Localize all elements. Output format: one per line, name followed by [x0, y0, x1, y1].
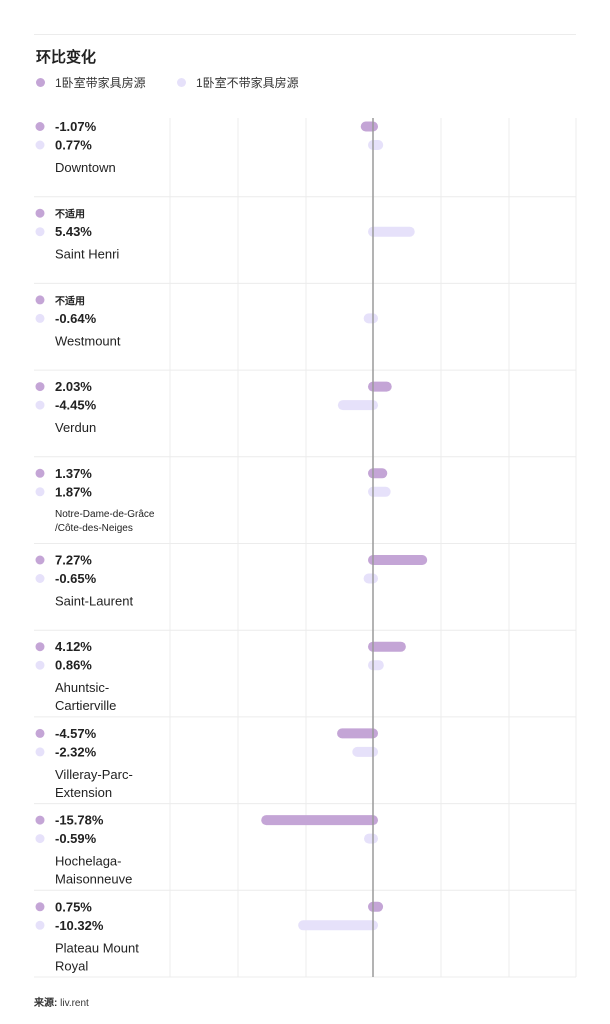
value-label: -10.32% [55, 918, 104, 933]
series-dot [35, 728, 45, 738]
data-bar [352, 746, 378, 757]
value-label: -2.32% [55, 744, 97, 759]
value-label: -1.07% [55, 119, 97, 134]
data-bar [337, 728, 378, 739]
category-label: Cartierville [55, 698, 116, 713]
value-label: -15.78% [55, 813, 104, 828]
value-label: -0.64% [55, 311, 97, 326]
series-dot [35, 295, 45, 305]
category-label: Saint-Laurent [55, 594, 133, 609]
legend-dot-unfurnished [177, 78, 186, 87]
value-label: 5.43% [55, 224, 92, 239]
series-dot [35, 122, 45, 131]
data-bar [368, 381, 392, 392]
series-dot [35, 208, 45, 218]
source-label: 来源: [34, 998, 58, 1009]
value-label: -4.45% [55, 398, 97, 413]
data-bar [368, 555, 428, 565]
value-label: 0.75% [55, 899, 92, 914]
series-dot [35, 920, 45, 930]
top-divider [34, 34, 576, 35]
data-bar [368, 486, 391, 497]
legend-dot-furnished [36, 78, 45, 87]
category-label: Villeray-Parc- [55, 767, 133, 782]
category-label: Maisonneuve [55, 872, 132, 887]
source-value: liv.rent [60, 998, 89, 1009]
category-label: Westmount [55, 333, 121, 348]
value-label: 4.12% [55, 639, 92, 654]
category-label: /Côte-des-Neiges [55, 523, 133, 534]
category-label: Royal [55, 958, 88, 973]
category-label: Plateau Mount [55, 940, 139, 955]
value-label: 不适用 [55, 294, 85, 307]
series-dot [35, 555, 45, 565]
legend-item-unfurnished: 1卧室不带家具房源 [177, 74, 299, 91]
series-dot [35, 227, 45, 237]
value-label: 0.77% [55, 138, 92, 153]
series-dot [35, 815, 45, 825]
data-bar [368, 140, 384, 150]
legend-label-unfurnished: 1卧室不带家具房源 [196, 76, 299, 90]
series-dot [35, 140, 45, 150]
data-bar [368, 901, 384, 912]
series-dot [35, 313, 45, 323]
category-label: Saint Henri [55, 247, 119, 262]
series-dot [35, 660, 45, 670]
value-label: 1.87% [55, 484, 92, 499]
value-label: 7.27% [55, 553, 92, 568]
series-dot [35, 642, 45, 652]
data-bar [364, 833, 378, 844]
category-label: Extension [55, 785, 112, 800]
value-label: -4.57% [55, 726, 97, 741]
data-bar [360, 121, 378, 132]
series-dot [35, 382, 45, 392]
series-dot [35, 574, 45, 583]
data-bar [368, 468, 388, 479]
data-bar [368, 641, 406, 652]
category-label: Verdun [55, 420, 96, 435]
category-label: Ahuntsic- [55, 680, 109, 695]
series-dot [35, 487, 45, 497]
data-bar [368, 226, 415, 237]
series-dot [35, 902, 45, 912]
series-dot [35, 834, 45, 844]
legend-item-furnished: 1卧室带家具房源 [36, 74, 146, 91]
chart-title: 环比变化 [36, 49, 97, 66]
data-bar [337, 400, 378, 411]
data-bar [298, 920, 378, 931]
data-bar [368, 660, 384, 671]
value-label: -0.65% [55, 571, 97, 586]
data-bar [363, 573, 378, 584]
value-label: 2.03% [55, 379, 92, 394]
data-bar [261, 815, 378, 826]
value-label: -0.59% [55, 831, 97, 846]
category-label: Downtown [55, 160, 116, 175]
legend-label-furnished: 1卧室带家具房源 [55, 76, 146, 90]
data-bar [363, 313, 378, 324]
value-label: 1.37% [55, 466, 92, 481]
value-label: 不适用 [55, 208, 85, 221]
series-dot [35, 400, 45, 410]
series-dot [35, 468, 45, 478]
source-note: 来源: liv.rent [34, 994, 89, 1009]
value-label: 0.86% [55, 658, 92, 673]
series-dot [35, 747, 45, 757]
category-label: Hochelaga- [55, 854, 122, 869]
category-label: Notre-Dame-de-Grâce [55, 509, 155, 520]
